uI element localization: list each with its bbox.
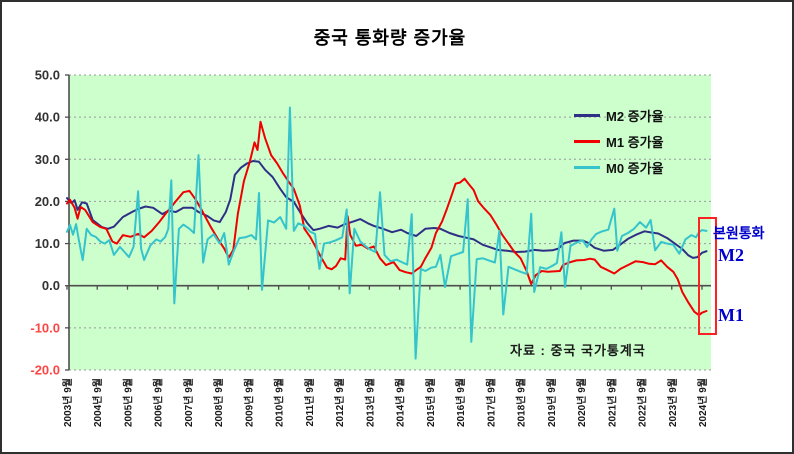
y-axis-label: -20.0 [30,363,60,378]
m0-line-swatch [574,165,600,169]
x-axis-label: 2007년 9월 [182,378,195,427]
y-axis-label: 50.0 [35,68,60,83]
m1-annotation: M1 [718,305,744,325]
x-axis-label: 2015년 9월 [424,378,437,427]
source-note: 자료 : 중국 국가통계국 [510,343,646,358]
x-axis-label: 2022년 9월 [636,378,649,427]
legend-label-m1: M1 증가율 [606,134,664,150]
y-axis-label: -10.0 [30,320,60,335]
m2-annotation: M2 [718,245,744,265]
plot-area-background [69,75,711,370]
x-axis-label: 2009년 9월 [242,378,255,427]
x-axis-label: 2016년 9월 [454,378,467,427]
series-line-m0 [66,106,708,360]
y-axis-label: 10.0 [35,236,60,251]
series-line-m1 [66,120,708,317]
x-axis-label: 2018년 9월 [515,378,528,427]
series-line-m2 [66,160,708,259]
recent-period-highlight-box [698,217,717,335]
x-axis-label: 2013년 9월 [363,378,376,427]
x-axis-label: 2003년 9월 [61,378,74,427]
legend-label-m0: M0 증가율 [606,160,664,176]
m1-line-swatch [574,139,600,143]
chart-legend: M2 증가율 M1 증가율 M0 증가율 [574,102,664,180]
x-axis-label: 2017년 9월 [484,378,497,427]
base-money-annotation: 본원통화 [713,227,765,242]
x-axis-label: 2010년 9월 [273,378,286,427]
x-axis-label: 2012년 9월 [333,378,346,427]
legend-label-m2: M2 증가율 [606,108,664,124]
legend-item-m1: M1 증가율 [574,128,664,154]
x-axis-label: 2021년 9월 [605,378,618,427]
y-axis-label: 20.0 [35,194,60,209]
x-axis-label: 2024년 9월 [696,378,709,427]
x-axis-label: 2019년 9월 [545,378,558,427]
x-axis-label: 2006년 9월 [152,378,165,427]
x-axis-label: 2023년 9월 [666,378,679,427]
m2-line-swatch [574,113,600,117]
y-axis-label: 30.0 [35,152,60,167]
legend-item-m2: M2 증가율 [574,102,664,128]
y-axis-label: 40.0 [35,110,60,125]
chart-title: 중국 통화량 증가율 [313,28,467,48]
y-axis-label: 0.0 [42,278,60,293]
x-axis-label: 2004년 9월 [91,378,104,427]
x-axis-label: 2014년 9월 [394,378,407,427]
x-axis-label: 2020년 9월 [575,378,588,427]
x-axis-label: 2008년 9월 [212,378,225,427]
x-axis-label: 2011년 9월 [303,378,316,426]
legend-item-m0: M0 증가율 [574,154,664,180]
x-axis-label: 2005년 9월 [121,378,134,427]
